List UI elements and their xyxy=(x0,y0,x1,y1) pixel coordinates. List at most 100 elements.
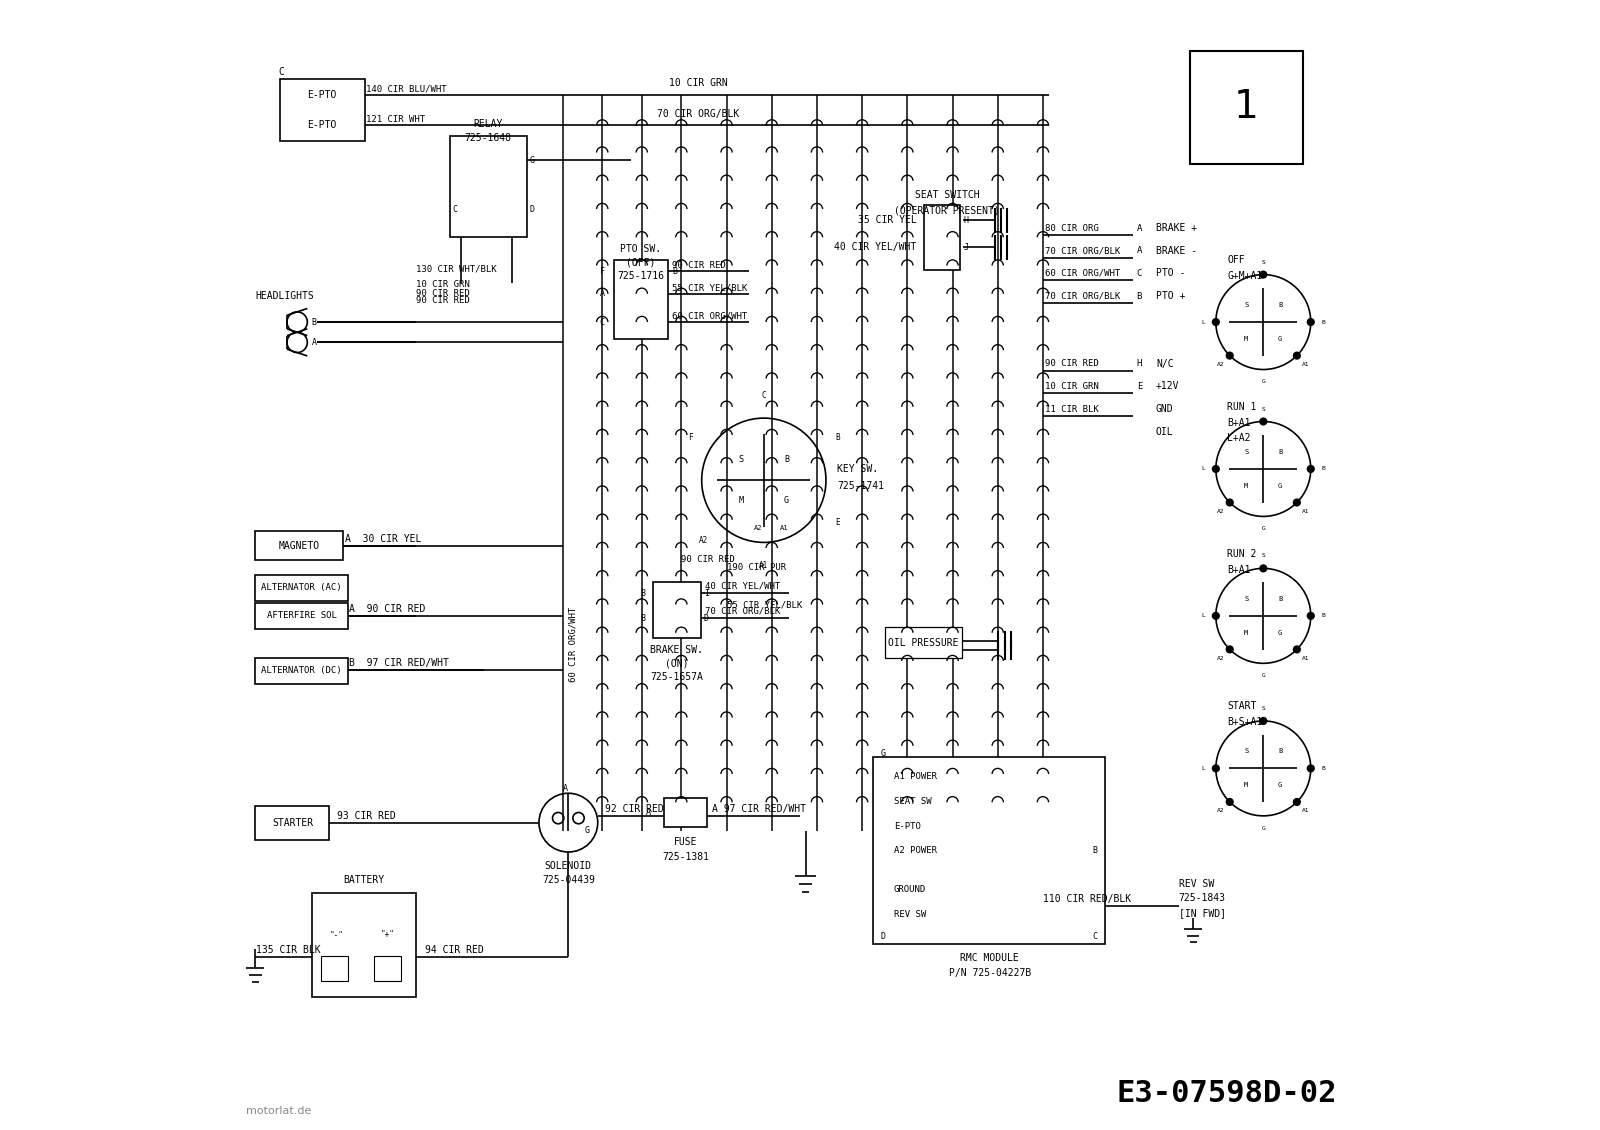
Text: FUSE: FUSE xyxy=(674,837,698,846)
Text: B+A1: B+A1 xyxy=(1227,418,1251,427)
FancyBboxPatch shape xyxy=(256,603,349,629)
Text: (OFF): (OFF) xyxy=(626,258,656,267)
Text: 725-1741: 725-1741 xyxy=(837,481,885,490)
Text: BRAKE SW.: BRAKE SW. xyxy=(650,645,704,654)
Text: S: S xyxy=(1245,748,1248,755)
Text: 90 CIR RED: 90 CIR RED xyxy=(416,296,469,305)
Text: 40 CIR YEL/WHT: 40 CIR YEL/WHT xyxy=(834,243,917,252)
Text: A1: A1 xyxy=(779,524,789,531)
Text: C: C xyxy=(1093,932,1098,941)
Text: E: E xyxy=(1136,382,1142,391)
Text: 140 CIR BLU/WHT: 140 CIR BLU/WHT xyxy=(366,85,446,94)
Circle shape xyxy=(1293,646,1301,653)
Text: 10 CIR GRN: 10 CIR GRN xyxy=(1045,382,1099,391)
Text: A  30 CIR YEL: A 30 CIR YEL xyxy=(344,534,421,544)
Circle shape xyxy=(1307,612,1314,619)
Text: RELAY: RELAY xyxy=(474,120,502,129)
FancyBboxPatch shape xyxy=(653,582,701,638)
FancyBboxPatch shape xyxy=(885,627,962,658)
Text: G: G xyxy=(1261,380,1266,384)
Text: A2: A2 xyxy=(1218,808,1224,814)
FancyBboxPatch shape xyxy=(256,575,349,601)
Text: B+A1: B+A1 xyxy=(1227,565,1251,574)
Circle shape xyxy=(1307,765,1314,772)
Text: OIL: OIL xyxy=(1155,427,1173,436)
Text: M: M xyxy=(1245,336,1248,342)
Text: S: S xyxy=(1261,407,1266,411)
Text: B: B xyxy=(640,589,645,598)
Text: 725-1381: 725-1381 xyxy=(662,852,709,861)
Text: G: G xyxy=(1261,826,1266,831)
Text: I: I xyxy=(704,589,709,598)
Text: 121 CIR WHT: 121 CIR WHT xyxy=(366,115,426,124)
Text: S: S xyxy=(1245,449,1248,455)
Text: 60 CIR ORG/WHT: 60 CIR ORG/WHT xyxy=(672,312,747,321)
Text: B: B xyxy=(1136,292,1142,301)
Circle shape xyxy=(1213,612,1219,619)
Text: P/N 725-04227B: P/N 725-04227B xyxy=(949,968,1030,977)
FancyBboxPatch shape xyxy=(256,658,349,684)
Text: ALTERNATOR (AC): ALTERNATOR (AC) xyxy=(261,583,342,592)
Text: 55 CIR YEL/BLK: 55 CIR YEL/BLK xyxy=(726,600,802,609)
Text: 725-1657A: 725-1657A xyxy=(650,672,704,681)
Text: 55 CIR YEL/BLK: 55 CIR YEL/BLK xyxy=(672,284,747,293)
Text: C: C xyxy=(278,68,283,77)
Text: REV SW: REV SW xyxy=(894,910,926,919)
Text: 11 CIR BLK: 11 CIR BLK xyxy=(1045,405,1099,414)
FancyBboxPatch shape xyxy=(925,205,960,270)
Text: F: F xyxy=(600,267,605,276)
Text: 725-04439: 725-04439 xyxy=(542,876,595,885)
Text: 90 CIR RED: 90 CIR RED xyxy=(416,289,469,298)
Text: A: A xyxy=(1136,224,1142,233)
FancyBboxPatch shape xyxy=(450,136,526,237)
Text: 92 CIR RED: 92 CIR RED xyxy=(605,805,664,814)
Text: G: G xyxy=(584,826,589,835)
Text: S: S xyxy=(1261,706,1266,711)
Text: 93 CIR RED: 93 CIR RED xyxy=(336,811,395,820)
Text: A2: A2 xyxy=(1218,508,1224,514)
Text: SEAT SWITCH: SEAT SWITCH xyxy=(915,191,979,200)
FancyBboxPatch shape xyxy=(874,757,1106,944)
Text: RMC MODULE: RMC MODULE xyxy=(960,954,1019,963)
Text: A1: A1 xyxy=(1302,808,1309,814)
Text: 80 CIR ORG: 80 CIR ORG xyxy=(1045,224,1099,233)
Text: KEY SW.: KEY SW. xyxy=(837,464,878,473)
FancyBboxPatch shape xyxy=(256,531,344,560)
Circle shape xyxy=(1259,565,1267,572)
Text: H: H xyxy=(963,216,970,225)
Text: 90 CIR RED: 90 CIR RED xyxy=(682,555,734,564)
Text: 70 CIR ORG/BLK: 70 CIR ORG/BLK xyxy=(658,108,739,119)
Text: A1: A1 xyxy=(1302,508,1309,514)
Text: G: G xyxy=(1261,673,1266,678)
Text: S: S xyxy=(1245,302,1248,308)
Circle shape xyxy=(1226,799,1234,806)
Text: A2 POWER: A2 POWER xyxy=(894,846,936,855)
Text: G: G xyxy=(1278,629,1282,636)
Text: B: B xyxy=(835,434,840,442)
Text: C: C xyxy=(451,205,458,214)
Text: 725-1716: 725-1716 xyxy=(618,271,664,280)
Text: A2: A2 xyxy=(1218,655,1224,661)
Text: M: M xyxy=(739,496,744,505)
Text: B: B xyxy=(784,455,789,464)
Text: L+A2: L+A2 xyxy=(1227,434,1251,443)
Text: OFF: OFF xyxy=(1227,255,1245,264)
Text: M: M xyxy=(1245,483,1248,489)
Circle shape xyxy=(1213,765,1219,772)
Circle shape xyxy=(1213,466,1219,472)
Text: RUN 2: RUN 2 xyxy=(1227,549,1256,558)
Text: 130 CIR WHT/BLK: 130 CIR WHT/BLK xyxy=(416,264,496,273)
Text: B: B xyxy=(1093,846,1098,855)
Text: 135 CIR BLK: 135 CIR BLK xyxy=(256,946,322,955)
Text: PTO SW.: PTO SW. xyxy=(621,244,661,253)
Text: HEADLIGHTS: HEADLIGHTS xyxy=(256,292,314,301)
Text: START: START xyxy=(1227,702,1256,711)
Text: S: S xyxy=(1261,554,1266,558)
Text: L: L xyxy=(1202,320,1205,324)
Text: A2: A2 xyxy=(699,536,709,545)
Text: J: J xyxy=(963,243,970,252)
Text: B: B xyxy=(672,267,677,276)
Text: G: G xyxy=(784,496,789,505)
Text: H: H xyxy=(1136,359,1142,368)
FancyBboxPatch shape xyxy=(613,260,667,339)
